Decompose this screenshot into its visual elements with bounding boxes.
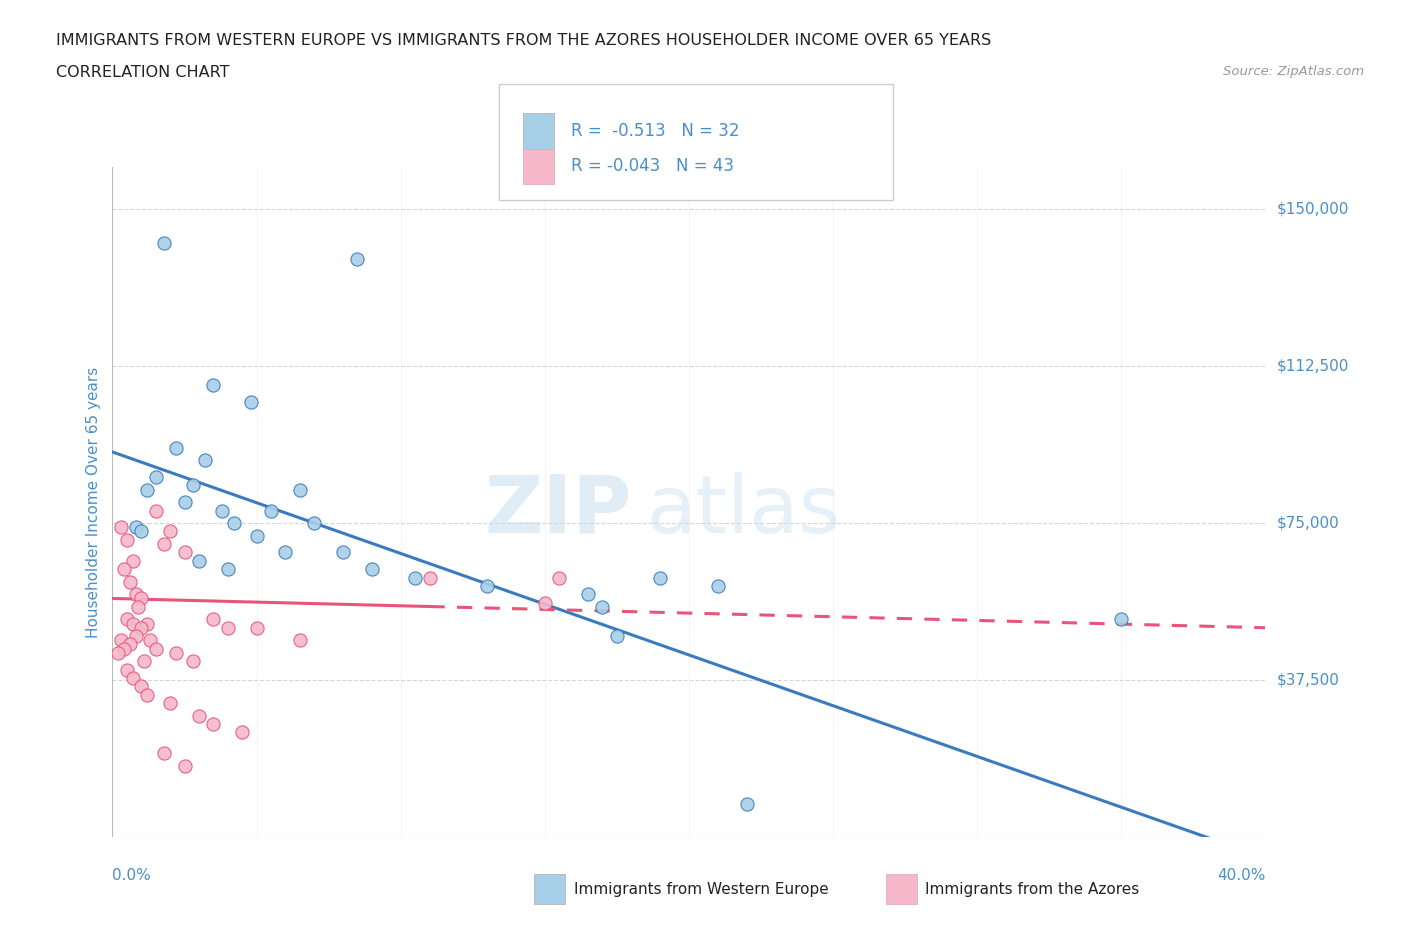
Text: $112,500: $112,500 bbox=[1277, 359, 1348, 374]
Point bbox=[124, 520, 146, 535]
Point bbox=[121, 616, 143, 631]
Text: atlas: atlas bbox=[645, 472, 839, 550]
Point bbox=[145, 642, 167, 657]
Point bbox=[576, 587, 599, 602]
Point bbox=[245, 528, 267, 543]
Point bbox=[188, 709, 211, 724]
Point bbox=[129, 620, 153, 635]
Text: CORRELATION CHART: CORRELATION CHART bbox=[56, 65, 229, 80]
Point bbox=[118, 575, 141, 590]
Point bbox=[159, 696, 181, 711]
Point bbox=[274, 545, 297, 560]
Point bbox=[165, 441, 187, 456]
Point bbox=[288, 632, 311, 647]
Point bbox=[211, 503, 233, 518]
Y-axis label: Householder Income Over 65 years: Householder Income Over 65 years bbox=[86, 366, 101, 638]
Point bbox=[332, 545, 354, 560]
Point bbox=[159, 525, 181, 539]
Point bbox=[115, 662, 138, 677]
Text: 40.0%: 40.0% bbox=[1218, 868, 1265, 883]
Point bbox=[110, 520, 132, 535]
Text: Immigrants from the Azores: Immigrants from the Azores bbox=[925, 882, 1139, 897]
Point bbox=[115, 532, 138, 547]
Point bbox=[606, 629, 628, 644]
Point bbox=[112, 642, 135, 657]
Point bbox=[735, 796, 758, 811]
Point bbox=[136, 483, 159, 498]
Point bbox=[134, 654, 156, 669]
Point bbox=[202, 717, 225, 732]
Point bbox=[129, 591, 153, 606]
Point bbox=[194, 453, 217, 468]
Point bbox=[245, 620, 267, 635]
Point bbox=[419, 570, 441, 585]
Text: R =  -0.513   N = 32: R = -0.513 N = 32 bbox=[571, 122, 740, 140]
Point bbox=[217, 620, 239, 635]
Point bbox=[217, 562, 239, 577]
Point bbox=[145, 470, 167, 485]
Point bbox=[260, 503, 283, 518]
Point bbox=[181, 654, 204, 669]
Text: 0.0%: 0.0% bbox=[112, 868, 152, 883]
Point bbox=[288, 483, 311, 498]
Point bbox=[591, 600, 613, 615]
Text: R = -0.043   N = 43: R = -0.043 N = 43 bbox=[571, 157, 734, 176]
Point bbox=[1111, 612, 1133, 627]
Point bbox=[346, 252, 368, 267]
Point bbox=[153, 235, 176, 250]
Point bbox=[127, 600, 149, 615]
Point bbox=[153, 537, 176, 551]
Point bbox=[181, 478, 204, 493]
Point bbox=[110, 632, 132, 647]
Point bbox=[107, 645, 129, 660]
Point bbox=[548, 570, 571, 585]
Text: ZIP: ZIP bbox=[484, 472, 631, 550]
Point bbox=[165, 645, 187, 660]
Point bbox=[153, 746, 176, 761]
Point bbox=[139, 632, 162, 647]
Point bbox=[124, 587, 146, 602]
Point bbox=[124, 629, 146, 644]
Text: Source: ZipAtlas.com: Source: ZipAtlas.com bbox=[1223, 65, 1364, 78]
Point bbox=[202, 378, 225, 392]
Point bbox=[404, 570, 426, 585]
Point bbox=[188, 553, 211, 568]
Point bbox=[118, 637, 141, 652]
Point bbox=[360, 562, 382, 577]
Text: $75,000: $75,000 bbox=[1277, 515, 1340, 531]
Point bbox=[129, 679, 153, 694]
Point bbox=[231, 725, 253, 740]
Point bbox=[475, 578, 498, 593]
Point bbox=[173, 759, 195, 774]
Point bbox=[304, 516, 326, 531]
Point bbox=[648, 570, 672, 585]
Point bbox=[239, 394, 262, 409]
Point bbox=[202, 612, 225, 627]
Point bbox=[121, 671, 143, 685]
Text: Immigrants from Western Europe: Immigrants from Western Europe bbox=[574, 882, 828, 897]
Point bbox=[222, 516, 245, 531]
Point bbox=[173, 545, 195, 560]
Point bbox=[136, 687, 159, 702]
Point bbox=[115, 612, 138, 627]
Point bbox=[533, 595, 555, 610]
Text: $37,500: $37,500 bbox=[1277, 672, 1340, 687]
Point bbox=[112, 562, 135, 577]
Point bbox=[173, 495, 195, 510]
Text: $150,000: $150,000 bbox=[1277, 202, 1348, 217]
Text: IMMIGRANTS FROM WESTERN EUROPE VS IMMIGRANTS FROM THE AZORES HOUSEHOLDER INCOME : IMMIGRANTS FROM WESTERN EUROPE VS IMMIGR… bbox=[56, 33, 991, 47]
Point bbox=[129, 525, 153, 539]
Point bbox=[706, 578, 728, 593]
Point bbox=[121, 553, 143, 568]
Point bbox=[145, 503, 167, 518]
Point bbox=[136, 616, 159, 631]
